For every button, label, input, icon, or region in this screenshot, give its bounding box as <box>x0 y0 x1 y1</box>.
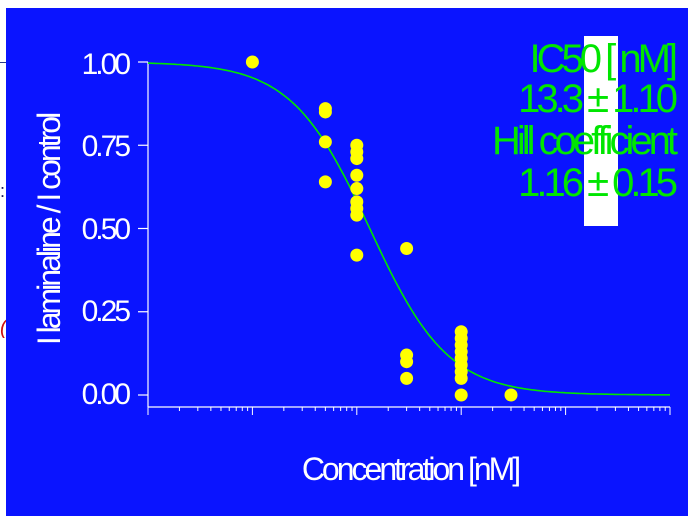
data-point <box>245 55 259 69</box>
chart-background <box>6 8 688 516</box>
data-point <box>318 175 332 189</box>
data-point <box>400 241 414 255</box>
data-point <box>350 248 364 262</box>
y-tick-label: 0.50 <box>82 213 131 246</box>
data-point <box>400 371 414 385</box>
fit-curve <box>147 62 670 396</box>
data-point <box>454 388 468 402</box>
data-point <box>318 135 332 149</box>
data-point <box>454 371 468 385</box>
y-tick-label: 0.25 <box>82 295 131 328</box>
y-axis-ticks <box>138 61 148 396</box>
data-point <box>504 388 518 402</box>
annotation-highlight <box>584 36 618 226</box>
hill-label: Hill coefficient <box>492 119 678 163</box>
y-axis-title: I laminaline / I control <box>31 114 67 345</box>
ic50-value: 13.3 ± 1.10 <box>518 77 677 121</box>
ic50-label: IC50 [ nM] <box>529 37 675 81</box>
data-point <box>350 152 364 166</box>
page-edge-glyph: : <box>0 181 6 201</box>
hill-value: 1.16 ± 0.15 <box>518 161 677 205</box>
x-axis-ticks <box>147 407 671 415</box>
page-edge-rule <box>0 62 6 63</box>
x-axis-title: Concentration [nM] <box>302 451 519 487</box>
data-point <box>350 182 364 196</box>
y-tick-label: 0.00 <box>82 378 131 411</box>
y-tick-label: 1.00 <box>82 48 131 81</box>
data-point <box>400 355 414 369</box>
data-point <box>350 208 364 222</box>
data-points <box>245 55 518 402</box>
data-point <box>318 105 332 119</box>
data-point <box>350 168 364 182</box>
page-edge-glyph-red: ( <box>0 317 7 339</box>
y-tick-label: 0.75 <box>82 130 131 163</box>
